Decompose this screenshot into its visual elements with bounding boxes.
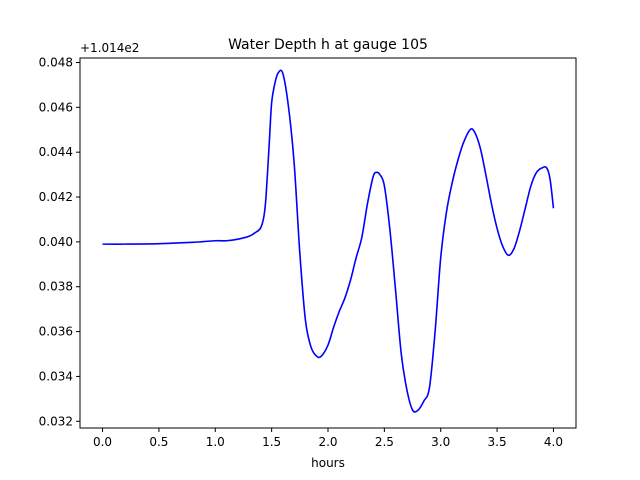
x-tick-label: 0.5	[149, 435, 168, 449]
series-line	[102, 69, 555, 413]
x-tick-label: 2.5	[375, 435, 394, 449]
y-tick-label: 0.040	[39, 235, 73, 249]
y-axis-offset-label: +1.014e2	[80, 41, 139, 55]
y-tick-label: 0.046	[39, 100, 73, 114]
x-tick-label: 2.0	[318, 435, 337, 449]
x-tick-label: 1.0	[206, 435, 225, 449]
y-tick-label: 0.038	[39, 280, 73, 294]
plot-area-frame	[79, 57, 577, 429]
x-tick-label: 0.0	[93, 435, 112, 449]
chart-title: Water Depth h at gauge 105	[228, 37, 428, 53]
y-tick-label: 0.034	[39, 369, 73, 383]
y-axis-ticks: 0.032 0.034 0.036 0.038 0.040 0.042 0.044 0.046…	[39, 55, 80, 428]
x-axis-label: hours	[311, 456, 345, 470]
x-tick-label: 3.0	[431, 435, 450, 449]
x-axis-ticks: 0.0 0.5 1.0 1.5 2.0 2.5 3.0 3.5 4.0	[93, 428, 563, 449]
y-tick-label: 0.042	[39, 190, 73, 204]
y-tick-label: 0.036	[39, 325, 73, 339]
x-tick-label: 1.5	[262, 435, 281, 449]
x-tick-label: 3.5	[488, 435, 507, 449]
y-tick-label: 0.048	[39, 55, 73, 69]
series-layer	[102, 69, 555, 413]
y-tick-label: 0.032	[39, 414, 73, 428]
x-tick-label: 4.0	[544, 435, 563, 449]
y-tick-label: 0.044	[39, 145, 73, 159]
